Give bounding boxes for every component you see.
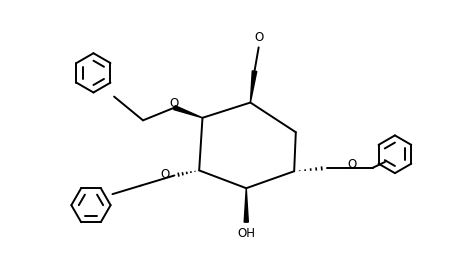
Polygon shape [244,188,248,222]
Text: O: O [347,158,356,171]
Text: O: O [169,97,178,110]
Text: OH: OH [237,227,255,240]
Text: O: O [255,32,264,44]
Polygon shape [250,71,257,103]
Text: O: O [160,168,170,181]
Polygon shape [174,106,202,118]
